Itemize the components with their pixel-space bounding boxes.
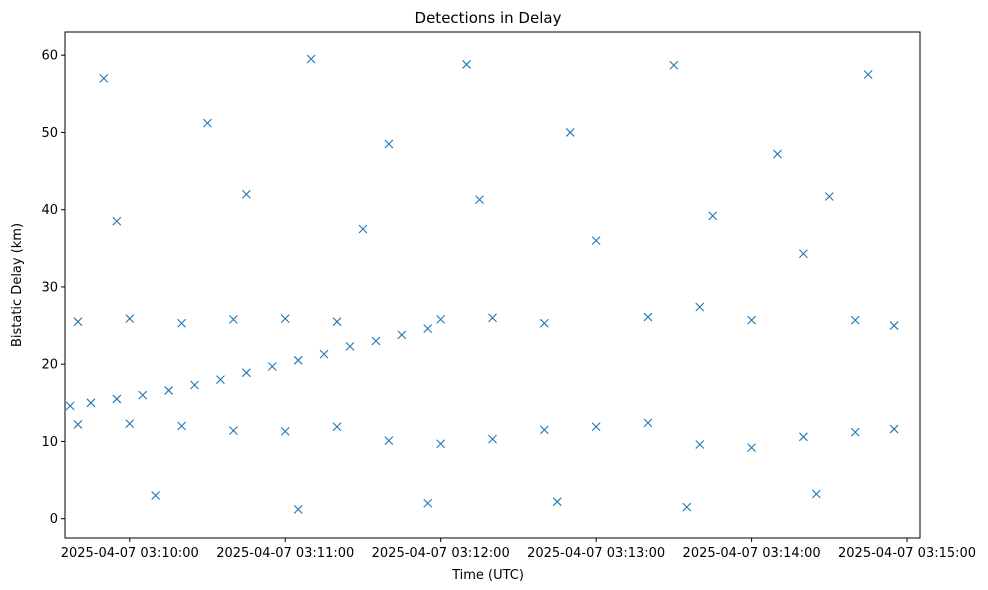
data-point-marker <box>539 425 549 435</box>
data-point-marker <box>125 314 135 323</box>
data-point-marker <box>293 355 303 365</box>
data-point-marker <box>241 368 251 378</box>
chart-title: Detections in Delay <box>415 9 562 27</box>
data-point-marker <box>462 60 471 69</box>
y-axis-label: Bistatic Delay (km) <box>10 223 25 347</box>
data-point-marker <box>65 401 75 411</box>
data-point-marker <box>86 398 96 408</box>
data-point-marker <box>591 236 601 245</box>
y-tick-label: 40 <box>41 203 58 218</box>
data-point-marker <box>345 342 355 351</box>
plot-markers <box>65 54 899 514</box>
data-point-marker <box>358 224 368 234</box>
y-tick-label: 50 <box>41 126 58 141</box>
data-point-marker <box>241 189 251 199</box>
y-tick-label: 20 <box>41 358 58 373</box>
y-tick-label: 10 <box>41 435 58 450</box>
data-point-marker <box>436 439 446 449</box>
data-point-marker <box>306 54 316 64</box>
plot-area-frame <box>64 31 921 539</box>
data-point-marker <box>397 330 407 340</box>
x-tick-label: 2025-04-07 03:12:00 <box>372 546 510 561</box>
data-point-marker <box>669 60 679 70</box>
data-point-marker <box>850 315 860 325</box>
data-point-marker <box>863 70 873 79</box>
x-tick-label: 2025-04-07 03:13:00 <box>527 546 665 561</box>
y-tick-label: 0 <box>50 512 58 527</box>
data-point-marker <box>747 315 756 325</box>
data-point-marker <box>371 336 381 346</box>
data-point-marker <box>811 489 821 499</box>
data-point-marker <box>229 426 238 436</box>
x-tick-label: 2025-04-07 03:11:00 <box>216 546 354 561</box>
data-point-marker <box>384 139 394 149</box>
data-point-marker <box>73 420 83 429</box>
data-point-marker <box>216 375 225 385</box>
data-point-marker <box>747 443 756 453</box>
y-tick-label: 30 <box>41 280 58 295</box>
data-point-marker <box>332 422 342 432</box>
data-point-marker <box>164 386 174 395</box>
data-point-marker <box>177 421 186 431</box>
data-point-marker <box>565 128 575 137</box>
data-point-marker <box>151 491 161 500</box>
data-point-marker <box>229 314 238 324</box>
x-tick-label: 2025-04-07 03:10:00 <box>61 546 199 561</box>
x-tick-label: 2025-04-07 03:15:00 <box>838 546 976 561</box>
data-point-marker <box>267 362 277 371</box>
data-point-marker <box>125 419 135 429</box>
data-point-marker <box>850 427 860 437</box>
data-point-marker <box>280 314 290 323</box>
data-point-marker <box>773 149 782 159</box>
data-point-marker <box>73 317 83 327</box>
data-point-marker <box>643 312 653 322</box>
data-point-marker <box>280 427 290 436</box>
y-axis: 0 10 20 30 40 50 60 <box>41 49 65 527</box>
data-point-marker <box>138 390 148 400</box>
data-point-marker <box>475 195 484 205</box>
data-point-marker <box>799 432 808 442</box>
data-point-marker <box>319 349 329 359</box>
x-tick-label: 2025-04-07 03:14:00 <box>683 546 821 561</box>
data-point-marker <box>423 498 433 508</box>
data-point-marker <box>203 118 212 128</box>
data-point-marker <box>643 418 653 428</box>
data-point-marker <box>488 313 497 323</box>
data-point-marker <box>177 318 186 328</box>
x-axis-label: Time (UTC) <box>451 568 524 583</box>
data-point-marker <box>695 440 705 449</box>
data-point-marker <box>112 216 122 226</box>
data-point-marker <box>889 424 899 434</box>
data-point-marker <box>539 318 549 328</box>
data-point-marker <box>889 321 899 330</box>
x-axis: 2025-04-07 03:10:00 2025-04-07 03:11:00 20… <box>61 538 976 561</box>
data-point-marker <box>824 192 834 201</box>
data-point-marker <box>682 502 692 512</box>
data-point-marker <box>695 302 705 312</box>
data-point-marker <box>436 314 446 324</box>
data-point-marker <box>552 497 562 507</box>
data-point-marker <box>332 317 342 327</box>
data-point-marker <box>293 505 303 514</box>
data-point-marker <box>112 394 122 404</box>
data-point-marker <box>488 434 497 444</box>
data-point-marker <box>190 380 199 390</box>
data-point-marker <box>799 249 808 259</box>
data-point-marker <box>708 211 718 221</box>
data-point-marker <box>423 324 433 334</box>
y-tick-label: 60 <box>41 49 58 64</box>
data-point-marker <box>384 436 394 446</box>
data-point-marker <box>591 422 601 432</box>
data-point-marker <box>99 73 109 83</box>
